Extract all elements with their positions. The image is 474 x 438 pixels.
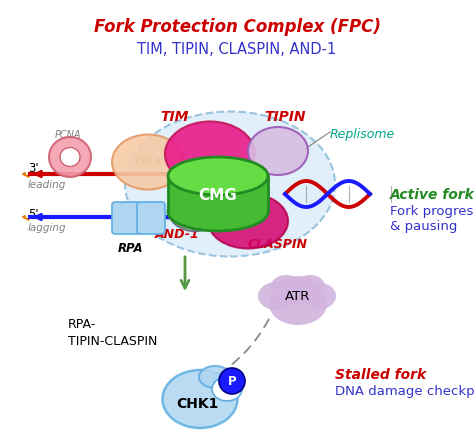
Ellipse shape xyxy=(49,138,91,177)
FancyBboxPatch shape xyxy=(137,202,165,234)
Ellipse shape xyxy=(275,276,321,304)
Text: AND-1: AND-1 xyxy=(155,227,200,240)
Text: 3': 3' xyxy=(28,162,38,175)
Text: Active fork: Active fork xyxy=(390,187,474,201)
Ellipse shape xyxy=(248,128,308,176)
Ellipse shape xyxy=(125,112,335,257)
Ellipse shape xyxy=(112,135,184,190)
Ellipse shape xyxy=(165,122,255,187)
Text: Replisome: Replisome xyxy=(330,128,395,141)
Text: Stalled fork: Stalled fork xyxy=(335,367,426,381)
Ellipse shape xyxy=(167,187,222,232)
Ellipse shape xyxy=(304,283,336,309)
Ellipse shape xyxy=(60,148,80,167)
Text: CHK1: CHK1 xyxy=(176,396,218,410)
Text: TIM, TIPIN, CLASPIN, AND-1: TIM, TIPIN, CLASPIN, AND-1 xyxy=(137,42,337,57)
Ellipse shape xyxy=(271,276,301,297)
Ellipse shape xyxy=(258,283,294,310)
Ellipse shape xyxy=(163,370,237,428)
Text: TIPIN: TIPIN xyxy=(264,110,306,124)
Text: RPA-
TIPIN-CLASPIN: RPA- TIPIN-CLASPIN xyxy=(68,317,157,347)
Text: PCNA: PCNA xyxy=(55,130,82,140)
Text: lagging: lagging xyxy=(28,223,67,233)
Text: 5': 5' xyxy=(28,208,38,220)
Circle shape xyxy=(219,368,245,394)
Text: TIM: TIM xyxy=(161,110,189,124)
FancyBboxPatch shape xyxy=(112,202,140,234)
Text: P: P xyxy=(228,374,237,388)
Text: Pol ε: Pol ε xyxy=(135,155,161,166)
Ellipse shape xyxy=(168,194,268,231)
Ellipse shape xyxy=(269,283,327,325)
Text: CLASPIN: CLASPIN xyxy=(248,237,308,251)
Text: RPA: RPA xyxy=(118,241,144,254)
Ellipse shape xyxy=(295,276,325,297)
Ellipse shape xyxy=(208,194,288,249)
Text: CMG: CMG xyxy=(199,187,237,202)
Text: leading: leading xyxy=(28,180,66,190)
Text: ATR: ATR xyxy=(285,290,310,303)
Ellipse shape xyxy=(212,377,242,401)
Text: Fork progression
& pausing: Fork progression & pausing xyxy=(390,205,474,233)
Ellipse shape xyxy=(168,158,268,195)
Ellipse shape xyxy=(199,366,231,388)
Text: Fork Protection Complex (FPC): Fork Protection Complex (FPC) xyxy=(93,18,381,36)
Text: DNA damage checkpoint: DNA damage checkpoint xyxy=(335,384,474,397)
FancyBboxPatch shape xyxy=(168,177,268,212)
